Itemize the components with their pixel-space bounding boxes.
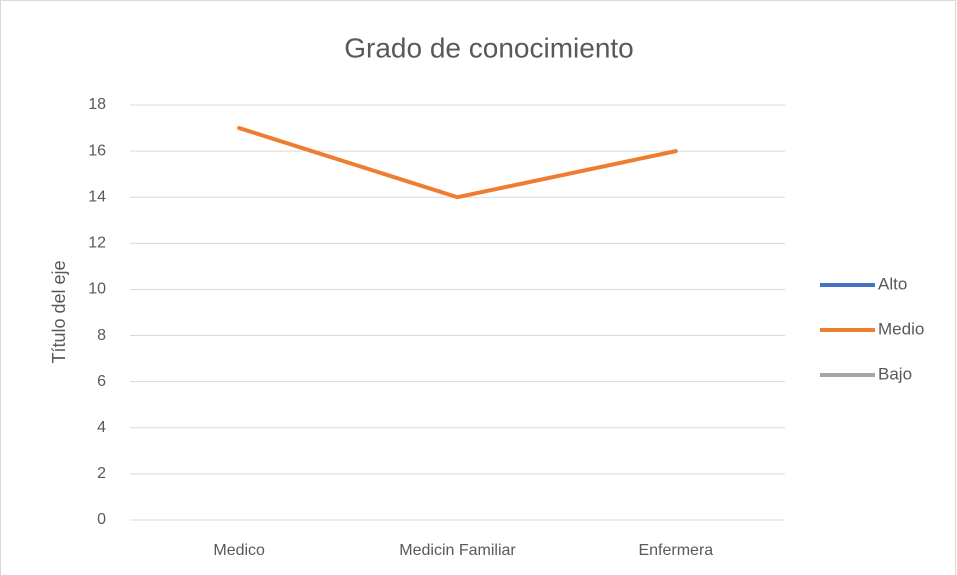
y-tick-label: 2 [97,465,106,482]
legend-label: Alto [878,274,907,293]
x-tick-label: Medicin Familiar [399,542,516,559]
chart-title: Grado de conocimiento [344,32,634,63]
y-tick-label: 10 [88,281,106,298]
legend-label: Medio [878,319,924,338]
y-tick-label: 4 [97,419,106,436]
y-tick-label: 16 [88,142,106,159]
y-tick-label: 12 [88,235,106,252]
y-tick-label: 8 [97,327,106,344]
y-axis-title: Título del eje [49,260,69,363]
y-tick-label: 6 [97,373,106,390]
legend-label: Bajo [878,364,912,383]
y-tick-label: 14 [88,188,106,205]
y-tick-label: 0 [97,511,106,528]
x-tick-label: Enfermera [638,542,713,559]
y-tick-label: 18 [88,96,106,113]
line-series [237,126,678,200]
x-tick-label: Medico [213,542,265,559]
